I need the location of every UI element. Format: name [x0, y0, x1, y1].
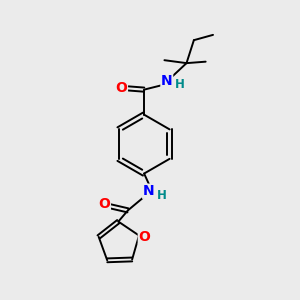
Text: H: H	[157, 189, 167, 202]
Text: O: O	[138, 230, 150, 244]
Text: O: O	[98, 196, 110, 211]
Text: N: N	[161, 74, 172, 88]
Text: N: N	[143, 184, 154, 198]
Text: H: H	[175, 78, 184, 91]
Text: O: O	[116, 81, 128, 95]
